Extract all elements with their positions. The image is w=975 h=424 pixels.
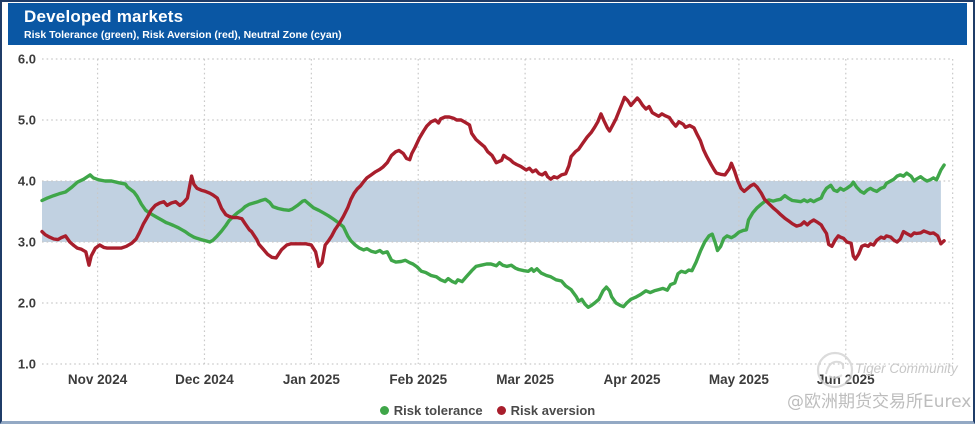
x-tick-label: Jun 2025 xyxy=(817,372,875,387)
y-tick-label: 1.0 xyxy=(18,357,36,372)
legend-item-risk-aversion: Risk aversion xyxy=(496,402,596,418)
series-risk-tolerance-line xyxy=(40,163,946,309)
x-tick-label: Feb 2025 xyxy=(389,372,447,387)
series-risk-aversion-line xyxy=(40,95,946,269)
page-title: Developed markets xyxy=(24,7,184,26)
chart-legend: Risk tolerance Risk aversion xyxy=(2,400,973,420)
y-tick-label: 3.0 xyxy=(18,235,36,250)
x-tick-label: Nov 2024 xyxy=(68,372,128,387)
y-tick-label: 6.0 xyxy=(18,52,36,67)
chart-subtitle: Risk Tolerance (green), Risk Aversion (r… xyxy=(24,29,342,41)
chart-header: Developed markets Risk Tolerance (green)… xyxy=(8,3,967,45)
legend-label: Risk aversion xyxy=(510,402,596,418)
red-dot-icon xyxy=(496,405,506,415)
legend-label: Risk tolerance xyxy=(393,402,483,418)
x-tick-label: Apr 2025 xyxy=(603,372,661,387)
y-tick-label: 5.0 xyxy=(18,113,36,128)
y-tick-label: 2.0 xyxy=(18,296,36,311)
neutral-zone-band xyxy=(42,181,941,242)
x-tick-label: May 2025 xyxy=(709,372,770,387)
x-tick-label: Dec 2024 xyxy=(175,372,234,387)
legend-item-risk-tolerance: Risk tolerance xyxy=(379,402,483,418)
y-tick-label: 4.0 xyxy=(18,174,36,189)
green-dot-icon xyxy=(379,405,389,415)
x-tick-label: Jan 2025 xyxy=(283,372,341,387)
x-tick-label: Mar 2025 xyxy=(496,372,554,387)
